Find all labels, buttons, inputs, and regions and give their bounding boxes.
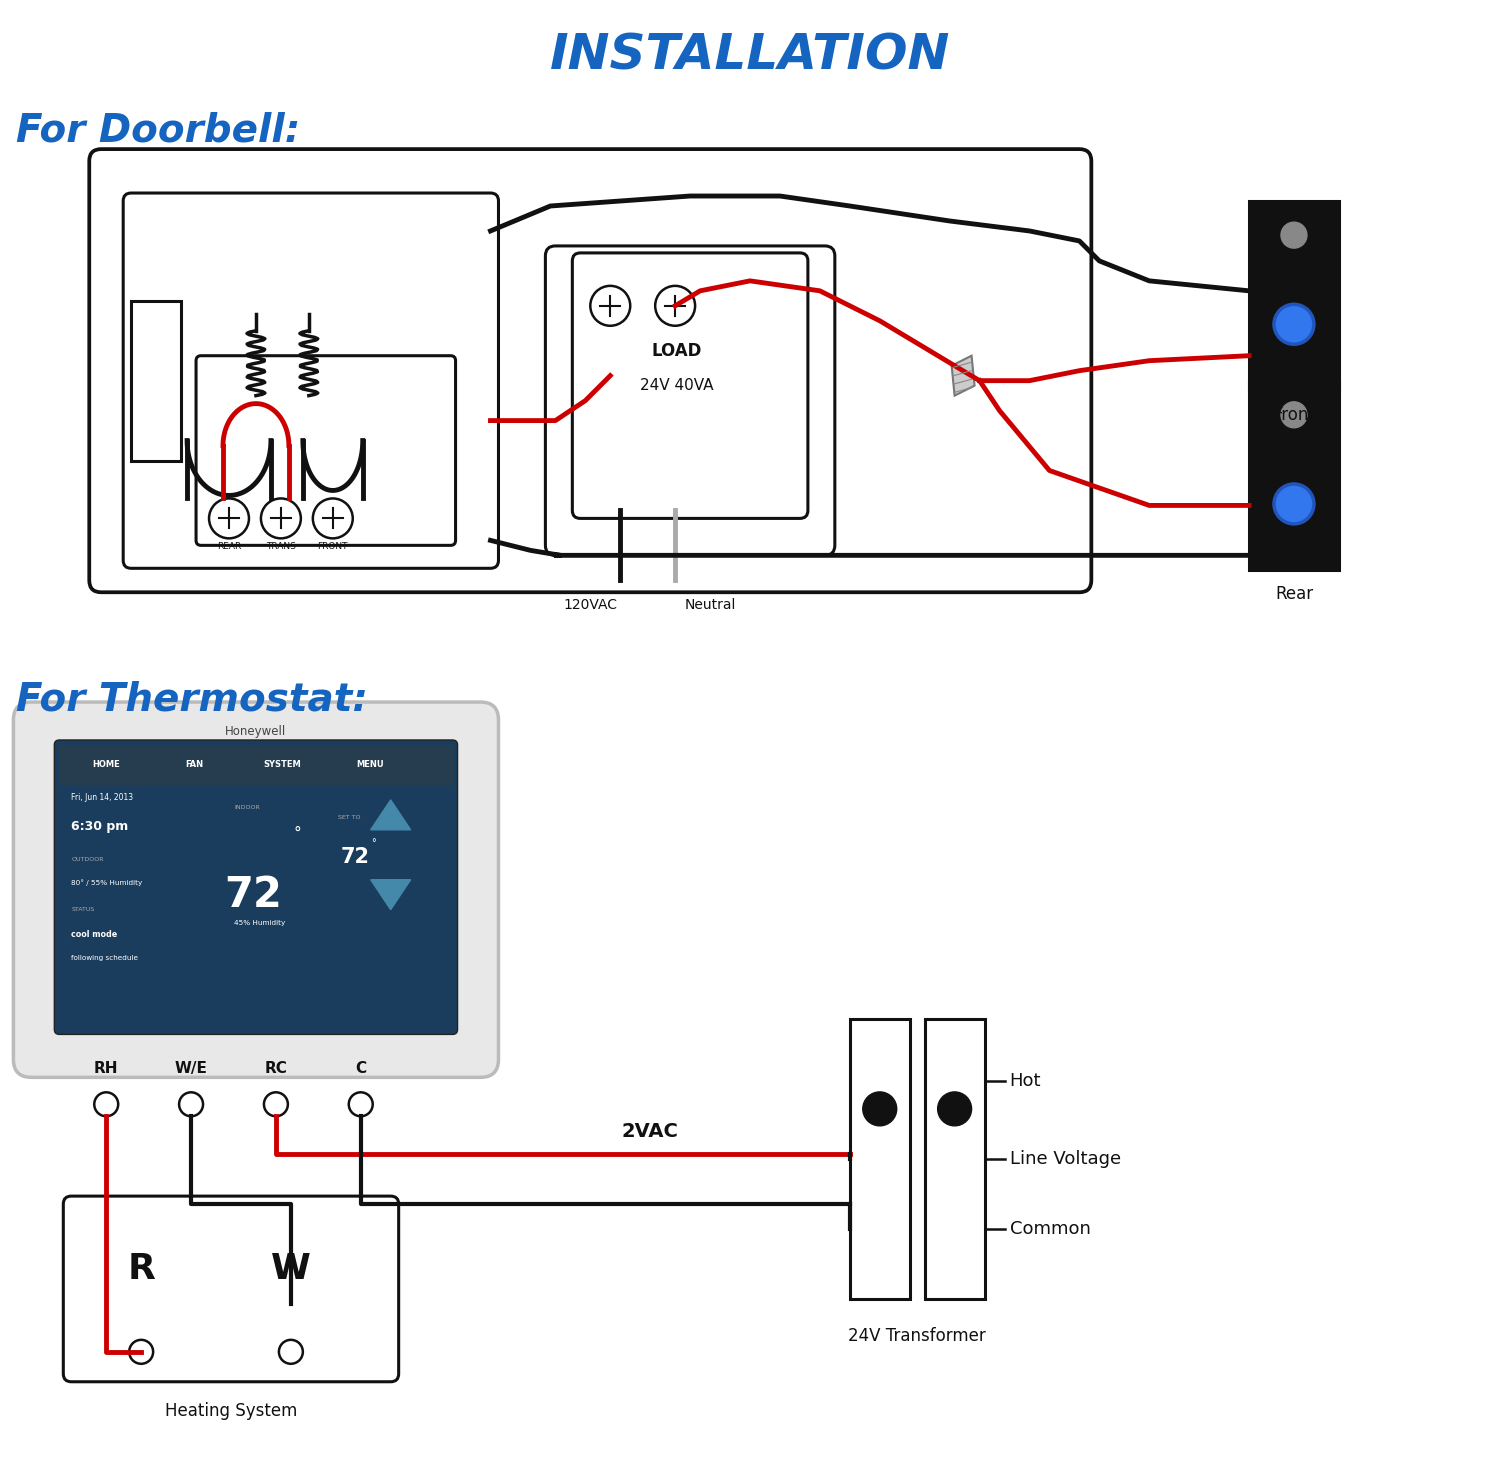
Text: Hot: Hot bbox=[1010, 1072, 1041, 1091]
Text: FRONT: FRONT bbox=[318, 542, 348, 552]
Text: 80° / 55% Humidity: 80° / 55% Humidity bbox=[72, 880, 142, 886]
Text: 6:30 pm: 6:30 pm bbox=[72, 821, 129, 832]
Text: RC: RC bbox=[264, 1061, 288, 1076]
FancyBboxPatch shape bbox=[573, 253, 808, 518]
Text: Heating System: Heating System bbox=[165, 1402, 297, 1419]
Text: REAR: REAR bbox=[217, 542, 242, 552]
Polygon shape bbox=[370, 800, 411, 829]
Text: SYSTEM: SYSTEM bbox=[262, 761, 302, 769]
Circle shape bbox=[1281, 402, 1306, 428]
Circle shape bbox=[1274, 304, 1314, 345]
Text: HOME: HOME bbox=[93, 761, 120, 769]
Text: W/E: W/E bbox=[174, 1061, 207, 1076]
Text: SET TO: SET TO bbox=[338, 815, 360, 821]
FancyBboxPatch shape bbox=[196, 356, 456, 546]
Text: 24V Transformer: 24V Transformer bbox=[849, 1327, 986, 1345]
Circle shape bbox=[1274, 483, 1314, 524]
Polygon shape bbox=[370, 880, 411, 910]
Text: C: C bbox=[356, 1061, 366, 1076]
Bar bbox=[60, 745, 453, 785]
Text: Line Voltage: Line Voltage bbox=[1010, 1150, 1120, 1168]
FancyBboxPatch shape bbox=[54, 740, 458, 1035]
Text: °: ° bbox=[370, 838, 375, 848]
Text: Neutral: Neutral bbox=[684, 599, 736, 612]
Bar bbox=[1250, 381, 1340, 571]
Circle shape bbox=[314, 498, 352, 539]
Text: OUTDOOR: OUTDOOR bbox=[72, 857, 104, 861]
Text: 120VAC: 120VAC bbox=[564, 599, 618, 612]
Text: 45% Humidity: 45% Humidity bbox=[234, 920, 285, 926]
Text: Fri, Jun 14, 2013: Fri, Jun 14, 2013 bbox=[72, 793, 134, 802]
Text: °: ° bbox=[294, 825, 302, 841]
Circle shape bbox=[591, 286, 630, 326]
Circle shape bbox=[209, 498, 249, 539]
Polygon shape bbox=[951, 356, 975, 396]
Text: For Doorbell:: For Doorbell: bbox=[16, 111, 300, 149]
Text: INSTALLATION: INSTALLATION bbox=[550, 31, 950, 79]
Circle shape bbox=[94, 1092, 118, 1117]
Circle shape bbox=[938, 1092, 972, 1126]
Text: 72: 72 bbox=[340, 847, 370, 867]
Text: cool mode: cool mode bbox=[72, 930, 117, 939]
Bar bbox=[924, 1019, 984, 1299]
FancyBboxPatch shape bbox=[90, 149, 1092, 593]
Text: Honeywell: Honeywell bbox=[225, 726, 286, 737]
Text: 72: 72 bbox=[224, 873, 282, 915]
Circle shape bbox=[1281, 222, 1306, 248]
Text: RH: RH bbox=[94, 1061, 118, 1076]
Bar bbox=[1250, 201, 1340, 391]
Text: Front: Front bbox=[1274, 406, 1316, 423]
Text: 24V 40VA: 24V 40VA bbox=[639, 378, 712, 393]
Text: Rear: Rear bbox=[1275, 585, 1312, 603]
Bar bbox=[850, 1019, 909, 1299]
Circle shape bbox=[178, 1092, 203, 1117]
Text: LOAD: LOAD bbox=[651, 342, 702, 359]
Text: For Thermostat:: For Thermostat: bbox=[16, 680, 369, 718]
Text: 2VAC: 2VAC bbox=[622, 1123, 678, 1142]
FancyBboxPatch shape bbox=[63, 1196, 399, 1381]
Circle shape bbox=[279, 1340, 303, 1364]
Circle shape bbox=[264, 1092, 288, 1117]
Text: FAN: FAN bbox=[184, 761, 202, 769]
Circle shape bbox=[862, 1092, 897, 1126]
FancyBboxPatch shape bbox=[123, 193, 498, 568]
FancyBboxPatch shape bbox=[546, 245, 836, 555]
Circle shape bbox=[129, 1340, 153, 1364]
Circle shape bbox=[656, 286, 694, 326]
Bar bbox=[130, 301, 182, 460]
FancyBboxPatch shape bbox=[13, 702, 498, 1077]
Circle shape bbox=[261, 498, 302, 539]
Text: W: W bbox=[272, 1253, 310, 1286]
Circle shape bbox=[350, 1092, 372, 1117]
Text: Common: Common bbox=[1010, 1221, 1090, 1238]
Text: TRANS: TRANS bbox=[266, 542, 296, 552]
Text: MENU: MENU bbox=[356, 761, 384, 769]
Text: INDOOR: INDOOR bbox=[234, 804, 260, 810]
Text: R: R bbox=[128, 1253, 154, 1286]
Text: following schedule: following schedule bbox=[72, 955, 138, 961]
Text: STATUS: STATUS bbox=[72, 907, 94, 911]
